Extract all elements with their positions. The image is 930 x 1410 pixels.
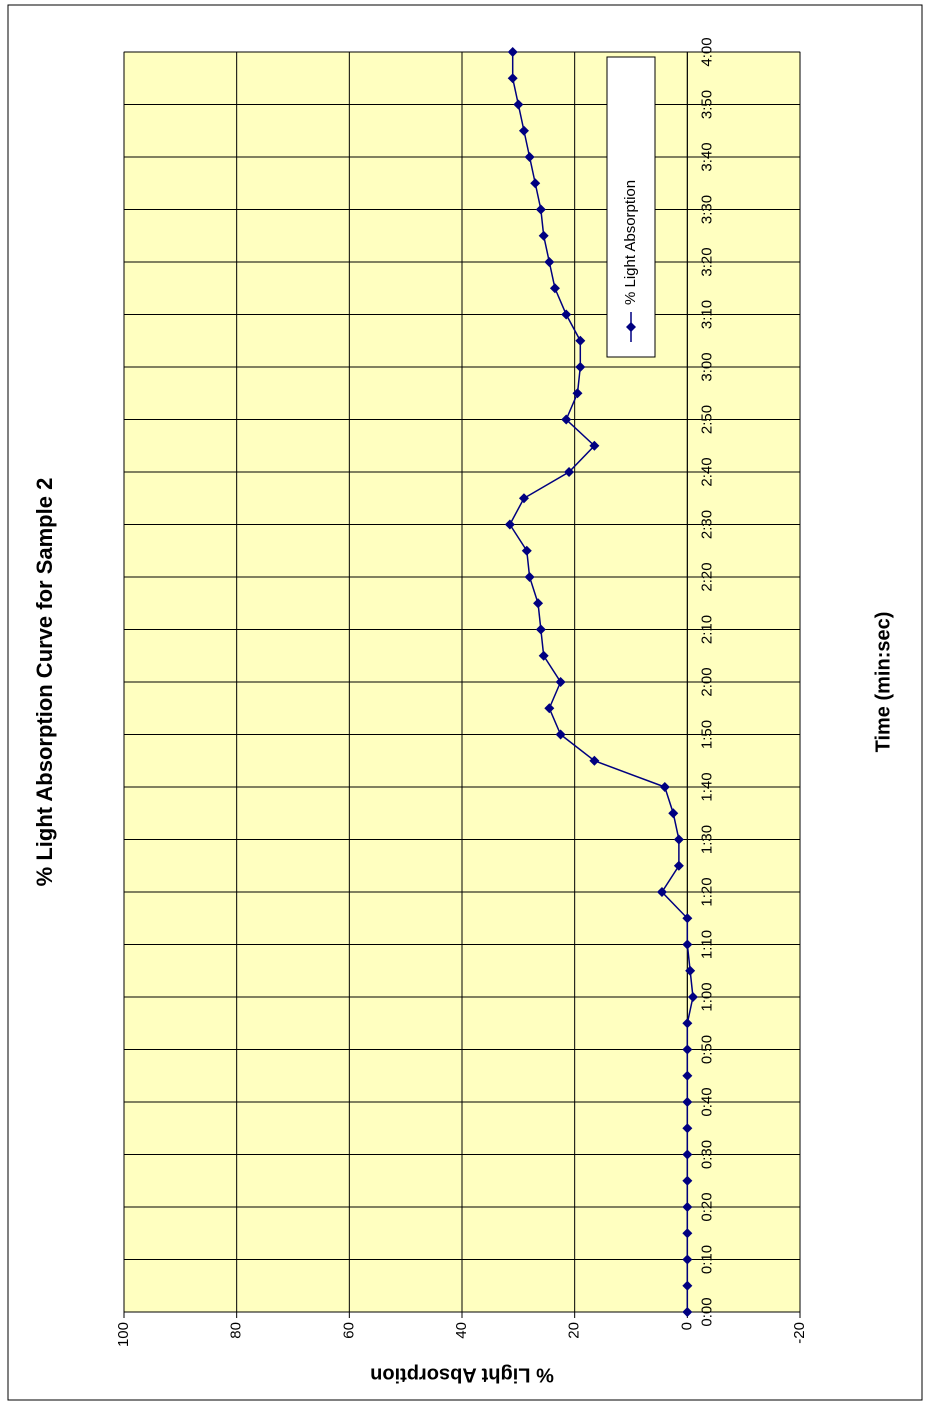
data-point <box>530 178 541 189</box>
data-point <box>507 73 518 84</box>
data-point <box>682 1149 693 1160</box>
data-point <box>682 913 693 924</box>
x-tick-label: 1:50 <box>698 720 715 749</box>
x-tick-label: 0:40 <box>698 1087 715 1116</box>
y-tick-label: 60 <box>340 1322 357 1339</box>
x-tick-label: 4:00 <box>698 37 715 66</box>
x-tick-label: 2:20 <box>698 562 715 591</box>
data-point <box>659 782 670 792</box>
x-tick-label: 2:10 <box>698 615 715 644</box>
x-tick-label: 2:00 <box>698 667 715 696</box>
data-point <box>533 598 544 609</box>
data-point <box>535 204 546 215</box>
y-axis-title: % Light Absorption <box>370 1364 554 1386</box>
x-tick-label: 3:30 <box>698 195 715 224</box>
y-tick-label: 20 <box>566 1322 583 1339</box>
data-point <box>682 1018 693 1029</box>
data-point <box>521 545 532 556</box>
data-point <box>682 1044 693 1055</box>
x-tick-label: 1:40 <box>698 772 715 801</box>
rotated-chart: % Light Absorption Curve for Sample 2 Ti… <box>32 37 894 1385</box>
data-point <box>518 493 529 504</box>
x-tick-label: 2:50 <box>698 405 715 434</box>
x-tick-label: 0:20 <box>698 1192 715 1221</box>
y-tick-label: -20 <box>791 1322 808 1344</box>
data-point <box>682 1070 693 1081</box>
data-point <box>538 230 549 241</box>
data-point <box>685 965 696 976</box>
x-tick-label: 1:30 <box>698 825 715 854</box>
data-point <box>555 729 566 740</box>
data-point <box>538 650 549 661</box>
data-point <box>561 309 572 320</box>
y-tick-label: 100 <box>115 1322 132 1347</box>
y-tick-label: 0 <box>678 1322 695 1330</box>
data-point <box>507 47 518 57</box>
data-point <box>564 467 575 477</box>
data-point <box>682 1123 693 1134</box>
x-tick-label: 3:10 <box>698 300 715 329</box>
x-tick-label: 3:20 <box>698 247 715 276</box>
data-point <box>561 414 572 425</box>
data-point <box>682 1202 693 1212</box>
x-tick-label: 0:30 <box>698 1140 715 1169</box>
data-point <box>544 703 555 714</box>
x-tick-label: 3:50 <box>698 90 715 119</box>
y-tick-label: 80 <box>228 1322 245 1339</box>
legend-label: % Light Absorption <box>622 180 639 305</box>
data-point <box>668 808 679 819</box>
legend-marker <box>626 322 636 332</box>
x-tick-label: 2:40 <box>698 457 715 486</box>
data-point <box>555 677 566 687</box>
x-tick-label: 2:30 <box>698 510 715 539</box>
x-tick-label: 3:40 <box>698 142 715 171</box>
data-point <box>575 362 586 372</box>
x-tick-label: 1:10 <box>698 930 715 959</box>
data-point <box>682 939 693 950</box>
x-tick-label: 0:10 <box>698 1245 715 1274</box>
x-tick-label: 1:20 <box>698 877 715 906</box>
y-tick-label: 40 <box>453 1322 470 1339</box>
data-point <box>589 440 600 451</box>
data-point <box>518 125 529 136</box>
data-point <box>513 99 524 110</box>
data-point <box>549 283 560 294</box>
x-tick-label: 3:00 <box>698 352 715 381</box>
data-point <box>682 1254 693 1265</box>
data-point <box>682 1228 693 1239</box>
data-point <box>589 755 600 766</box>
chart-title: % Light Absorption Curve for Sample 2 <box>32 478 57 887</box>
legend-box <box>606 56 656 358</box>
data-point <box>687 992 698 1002</box>
data-point <box>682 1307 693 1317</box>
data-point <box>656 887 667 897</box>
data-point <box>575 335 586 346</box>
data-point <box>682 1097 693 1107</box>
data-point <box>544 257 555 267</box>
data-point <box>535 624 546 635</box>
data-point <box>673 834 684 845</box>
x-tick-label: 1:00 <box>698 982 715 1011</box>
data-point <box>504 519 515 530</box>
x-axis-title: Time (min:sec) <box>872 612 894 753</box>
data-point <box>682 1280 693 1291</box>
x-tick-label: 0:50 <box>698 1035 715 1064</box>
data-point <box>682 1175 693 1186</box>
data-point <box>673 860 684 871</box>
data-point <box>572 388 583 399</box>
